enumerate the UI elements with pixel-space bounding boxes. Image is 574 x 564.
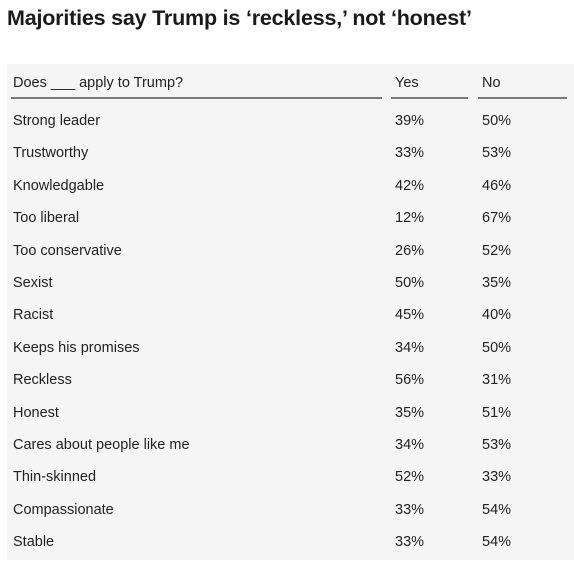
table-row: Too conservative 26% 52% xyxy=(7,236,567,268)
header-rule-yes xyxy=(391,97,468,99)
row-no-value: 53% xyxy=(482,437,512,453)
row-yes-value: 33% xyxy=(395,501,425,518)
table-row: Reckless 56% 31% xyxy=(7,365,567,397)
row-yes-value: 50% xyxy=(395,275,425,291)
row-label: Too liberal xyxy=(13,210,80,227)
row-no-value: 40% xyxy=(482,307,512,324)
row-yes-value: 45% xyxy=(395,307,425,324)
row-yes-value: 26% xyxy=(395,242,425,259)
row-yes-value: 56% xyxy=(395,372,425,389)
row-label: Trustworthy xyxy=(13,145,89,162)
table-row: Trustworthy 33% 53% xyxy=(7,138,567,170)
row-label: Strong leader xyxy=(13,113,101,129)
row-no-value: 31% xyxy=(482,372,512,389)
row-yes-value: 35% xyxy=(395,404,425,421)
table-row: Strong leader 39% 50% xyxy=(7,106,567,138)
table-row: Thin-skinned 52% 33% xyxy=(7,462,567,494)
row-no-value: 54% xyxy=(482,501,512,518)
row-label: Honest xyxy=(13,404,59,421)
row-no-value: 67% xyxy=(482,210,512,227)
chart-title: Majorities say Trump is ‘reckless,’ not … xyxy=(7,6,472,30)
row-no-value: 50% xyxy=(482,113,512,129)
header-question: Does ___ apply to Trump? xyxy=(13,75,184,91)
row-no-value: 33% xyxy=(482,469,512,486)
table-row: Racist 45% 40% xyxy=(7,300,567,332)
header-rule-question xyxy=(11,97,382,99)
row-label: Racist xyxy=(13,307,54,324)
row-no-value: 52% xyxy=(482,242,512,259)
row-no-value: 54% xyxy=(482,534,512,551)
header-yes: Yes xyxy=(395,75,419,91)
row-label: Knowledgable xyxy=(13,177,105,194)
table-row: Too liberal 12% 67% xyxy=(7,203,567,235)
row-no-value: 46% xyxy=(482,177,512,194)
table-header-row: Does ___ apply to Trump? Yes No xyxy=(7,64,567,99)
row-label: Keeps his promises xyxy=(13,339,140,356)
row-no-value: 53% xyxy=(482,145,512,162)
table-row: Keeps his promises 34% 50% xyxy=(7,333,567,365)
row-no-value: 35% xyxy=(482,275,512,291)
row-label: Stable xyxy=(13,534,55,551)
row-label: Reckless xyxy=(13,372,72,389)
data-table: Does ___ apply to Trump? Yes No Strong l… xyxy=(7,64,574,560)
row-yes-value: 33% xyxy=(395,145,425,162)
row-yes-value: 34% xyxy=(395,339,425,356)
row-label: Thin-skinned xyxy=(13,469,97,486)
header-no: No xyxy=(482,75,501,91)
table-row: Compassionate 33% 54% xyxy=(7,495,567,527)
row-yes-value: 42% xyxy=(395,177,425,194)
row-label: Compassionate xyxy=(13,501,114,518)
row-yes-value: 39% xyxy=(395,113,425,129)
table-row: Cares about people like me 34% 53% xyxy=(7,430,567,462)
row-label: Cares about people like me xyxy=(13,437,190,453)
table-row: Sexist 50% 35% xyxy=(7,268,567,300)
row-yes-value: 12% xyxy=(395,210,425,227)
table-row: Honest 35% 51% xyxy=(7,398,567,430)
row-yes-value: 33% xyxy=(395,534,425,551)
row-yes-value: 34% xyxy=(395,437,425,453)
row-no-value: 50% xyxy=(482,339,512,356)
row-label: Too conservative xyxy=(13,242,122,259)
row-label: Sexist xyxy=(13,275,53,291)
table-row: Knowledgable 42% 46% xyxy=(7,171,567,203)
header-rule-no xyxy=(478,97,567,99)
row-yes-value: 52% xyxy=(395,469,425,486)
table-row: Stable 33% 54% xyxy=(7,527,567,559)
row-no-value: 51% xyxy=(482,404,512,421)
